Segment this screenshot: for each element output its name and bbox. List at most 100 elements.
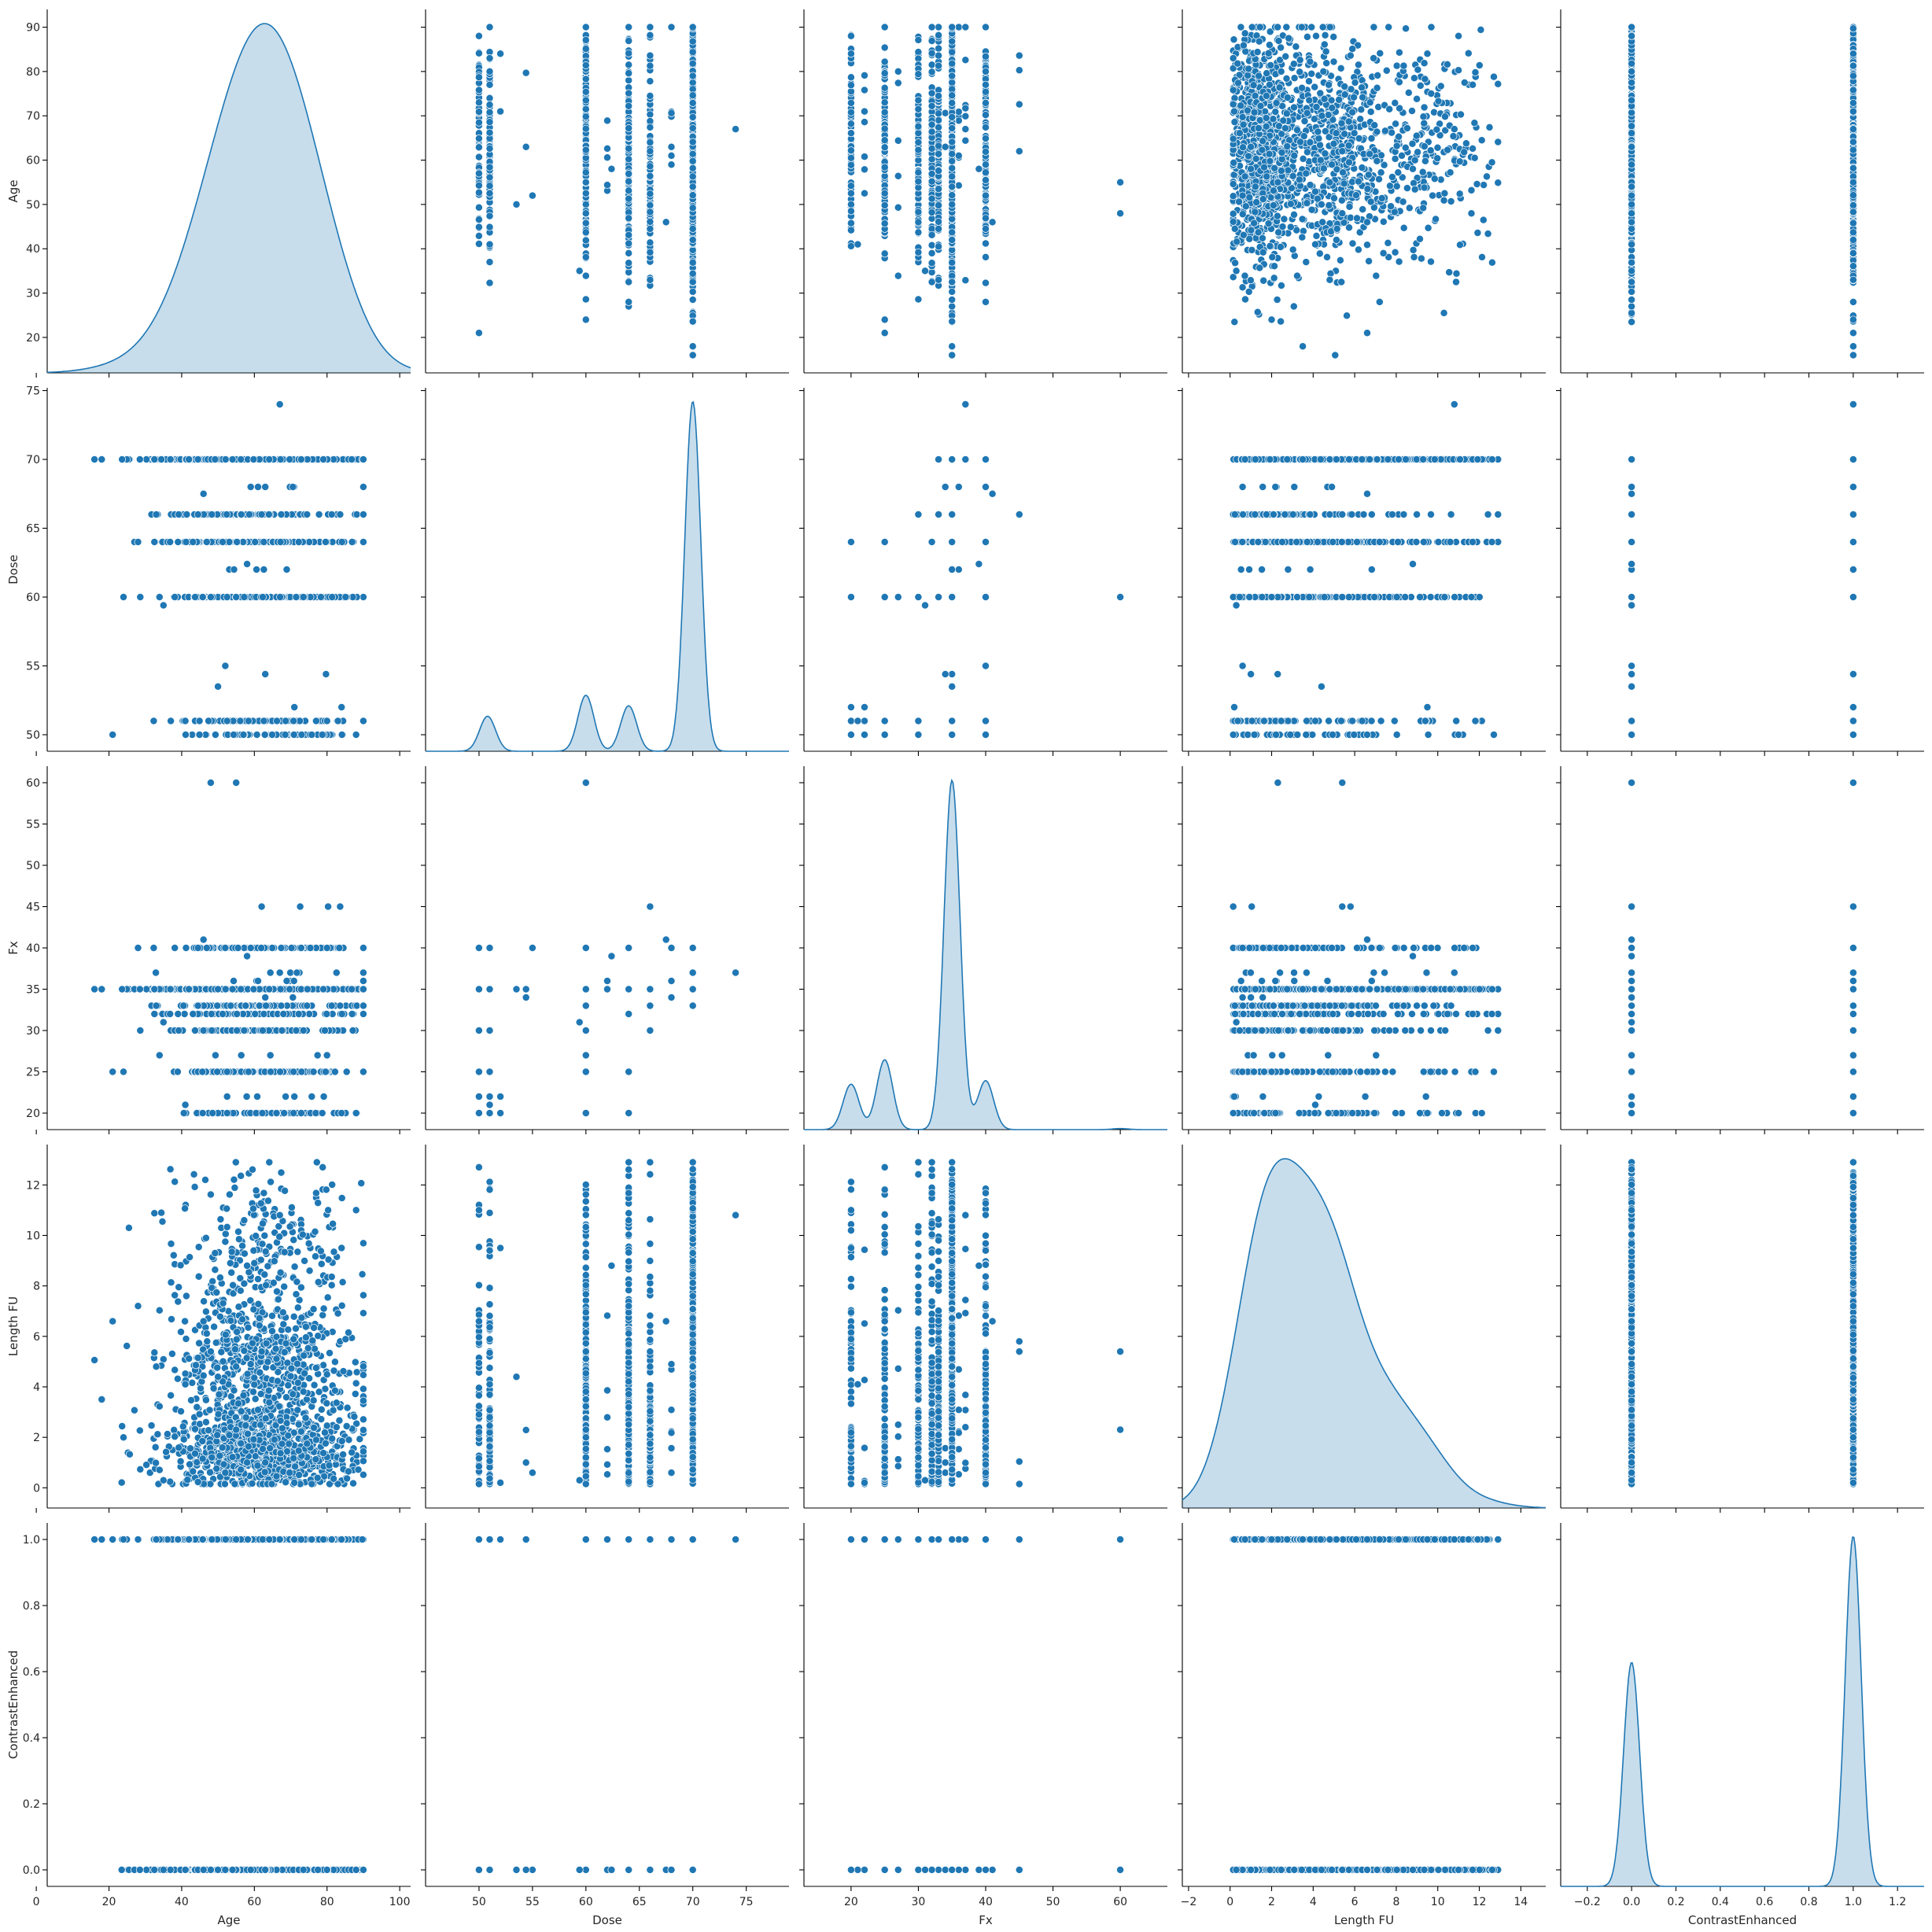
- scatter-point: [647, 148, 654, 155]
- scatter-point: [625, 24, 632, 31]
- scatter-point: [915, 296, 922, 303]
- scatter-point: [647, 208, 654, 216]
- scatter-point: [962, 24, 969, 31]
- scatter-point: [625, 102, 632, 109]
- scatter-point: [522, 143, 529, 150]
- scatter-point: [928, 37, 935, 44]
- scatter-point: [982, 253, 989, 260]
- scatter-point: [582, 76, 589, 83]
- scatter-point: [603, 145, 610, 152]
- scatter-point: [668, 161, 675, 168]
- scatter-point: [486, 94, 493, 101]
- scatter-point: [582, 272, 589, 279]
- scatter-point: [603, 154, 610, 161]
- scatter-point: [582, 229, 589, 236]
- scatter-point: [915, 49, 922, 56]
- scatter-point: [486, 183, 493, 190]
- scatter-point: [689, 296, 696, 303]
- scatter-point: [962, 137, 969, 144]
- scatter-point: [625, 298, 632, 305]
- scatter-point: [486, 259, 493, 266]
- scatter-point: [608, 165, 615, 172]
- scatter-point: [582, 97, 589, 104]
- scatter-point: [894, 272, 901, 279]
- scatter-point: [486, 81, 493, 88]
- scatter-point: [647, 190, 654, 197]
- scatter-point: [647, 52, 654, 59]
- scatter-point: [689, 72, 696, 79]
- scatter-point: [647, 163, 654, 170]
- y-tick-label: 30: [26, 288, 40, 300]
- scatter-point: [625, 50, 632, 57]
- scatter-point: [949, 288, 956, 295]
- scatter-point: [689, 124, 696, 131]
- scatter-point: [1016, 67, 1023, 74]
- scatter-point: [881, 58, 888, 65]
- scatter-point: [647, 31, 654, 39]
- scatter-point: [881, 201, 888, 208]
- scatter-point: [475, 223, 482, 230]
- scatter-point: [486, 212, 493, 219]
- scatter-point: [475, 99, 482, 106]
- scatter-point: [475, 216, 482, 223]
- scatter-point: [625, 61, 632, 68]
- scatter-point: [625, 278, 632, 286]
- scatter-point: [647, 138, 654, 146]
- scatter-point: [576, 267, 583, 275]
- scatter-point: [955, 24, 962, 31]
- scatter-point: [625, 215, 632, 222]
- scatter-point: [732, 126, 739, 133]
- scatter-point: [582, 105, 589, 112]
- scatter-point: [475, 144, 482, 151]
- y-tick-label: 60: [26, 155, 40, 168]
- scatter-point: [625, 124, 632, 131]
- scatter-point: [962, 57, 969, 64]
- scatter-point: [529, 192, 536, 199]
- scatter-point: [582, 88, 589, 95]
- scatter-point: [689, 24, 696, 31]
- scatter-point: [582, 219, 589, 227]
- scatter-point: [475, 87, 482, 94]
- scatter-point: [486, 119, 493, 126]
- scatter-point: [962, 112, 969, 120]
- scatter-point: [486, 174, 493, 181]
- scatter-point: [1016, 101, 1023, 108]
- y-tick-label: 40: [26, 243, 40, 256]
- scatter-point: [497, 108, 504, 115]
- scatter-point: [647, 172, 654, 179]
- y-tick-label: 80: [26, 66, 40, 79]
- scatter-point: [668, 109, 675, 116]
- scatter-point: [689, 343, 696, 350]
- scatter-point: [582, 179, 589, 186]
- scatter-point: [582, 24, 589, 31]
- scatter-point: [881, 44, 888, 51]
- scatter-point: [475, 232, 482, 239]
- scatter-point: [486, 164, 493, 171]
- scatter-point: [689, 205, 696, 212]
- scatter-point: [689, 225, 696, 232]
- scatter-point: [625, 240, 632, 247]
- scatter-point: [475, 204, 482, 211]
- scatter-point: [582, 190, 589, 197]
- scatter-point: [475, 189, 482, 196]
- scatter-point: [475, 135, 482, 142]
- panel-age-vs-dose: [421, 9, 789, 378]
- scatter-point: [486, 24, 493, 31]
- scatter-point: [475, 153, 482, 160]
- scatter-point: [582, 113, 589, 120]
- scatter-point: [497, 50, 504, 57]
- scatter-point: [625, 170, 632, 177]
- scatter-point: [935, 52, 942, 59]
- scatter-point: [662, 219, 669, 226]
- scatter-point: [486, 145, 493, 152]
- scatter-point: [949, 352, 956, 359]
- scatter-point: [982, 135, 989, 142]
- scatter-point: [625, 37, 632, 44]
- scatter-point: [689, 164, 696, 171]
- scatter-point: [582, 237, 589, 244]
- scatter-point: [625, 156, 632, 163]
- scatter-point: [625, 77, 632, 84]
- scatter-point: [668, 143, 675, 150]
- scatter-point: [475, 109, 482, 116]
- scatter-point: [689, 173, 696, 180]
